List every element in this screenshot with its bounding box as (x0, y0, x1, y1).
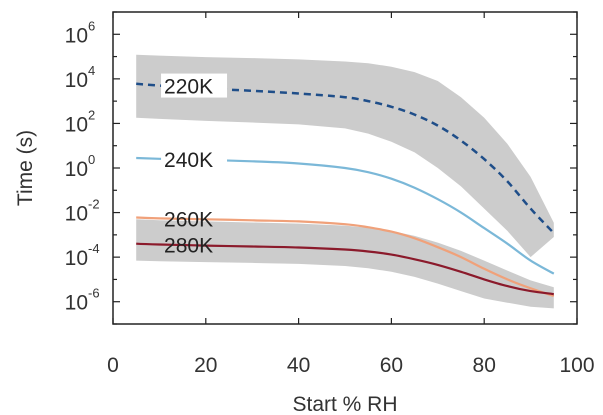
x-tick-label-0: 0 (107, 354, 119, 377)
x-tick-label-20: 20 (194, 354, 217, 377)
series-label-280K: 280K (164, 234, 213, 257)
y-tick-exp--4: -4 (88, 241, 100, 256)
y-tick-exp--6: -6 (88, 286, 100, 301)
x-tick-label-80: 80 (473, 354, 496, 377)
y-tick-label-2: 10 (65, 113, 88, 136)
x-tick-label-100: 100 (559, 354, 594, 377)
series-line-220K (136, 82, 555, 234)
y-tick-label--4: 10 (65, 247, 88, 270)
band-280K (136, 219, 554, 309)
x-axis-title: Start % RH (292, 393, 397, 415)
x-tick-label-40: 40 (287, 354, 310, 377)
y-tick-label-0: 10 (65, 158, 88, 181)
series-label-bg-240K (161, 146, 228, 171)
y-tick-label-6: 10 (65, 24, 88, 47)
band-220K (136, 54, 554, 258)
y-tick-exp-0: 0 (88, 152, 95, 167)
y-tick-exp-2: 2 (88, 107, 95, 122)
y-tick-exp--2: -2 (88, 197, 100, 212)
x-axis-ticks: 0 20 40 60 80 100 (107, 12, 595, 377)
y-axis-title: Time (s) (14, 130, 37, 206)
series-line-280K (136, 242, 554, 296)
x-tick-label-60: 60 (380, 354, 403, 377)
series-label-bg-220K (161, 73, 228, 98)
y-tick-label-4: 10 (65, 69, 88, 92)
series-label-260K: 260K (164, 208, 213, 231)
y-tick-exp-4: 4 (88, 63, 95, 78)
series-line-260K (136, 216, 555, 298)
y-tick-exp-6: 6 (88, 18, 95, 33)
y-tick-label--2: 10 (65, 203, 88, 226)
series-label-240K: 240K (164, 149, 213, 172)
series-label-220K: 220K (164, 76, 213, 99)
uncertainty-bands (136, 54, 554, 309)
series-labels: 220K 240K 260K 280K (161, 73, 228, 257)
y-tick-label--6: 10 (65, 292, 88, 315)
